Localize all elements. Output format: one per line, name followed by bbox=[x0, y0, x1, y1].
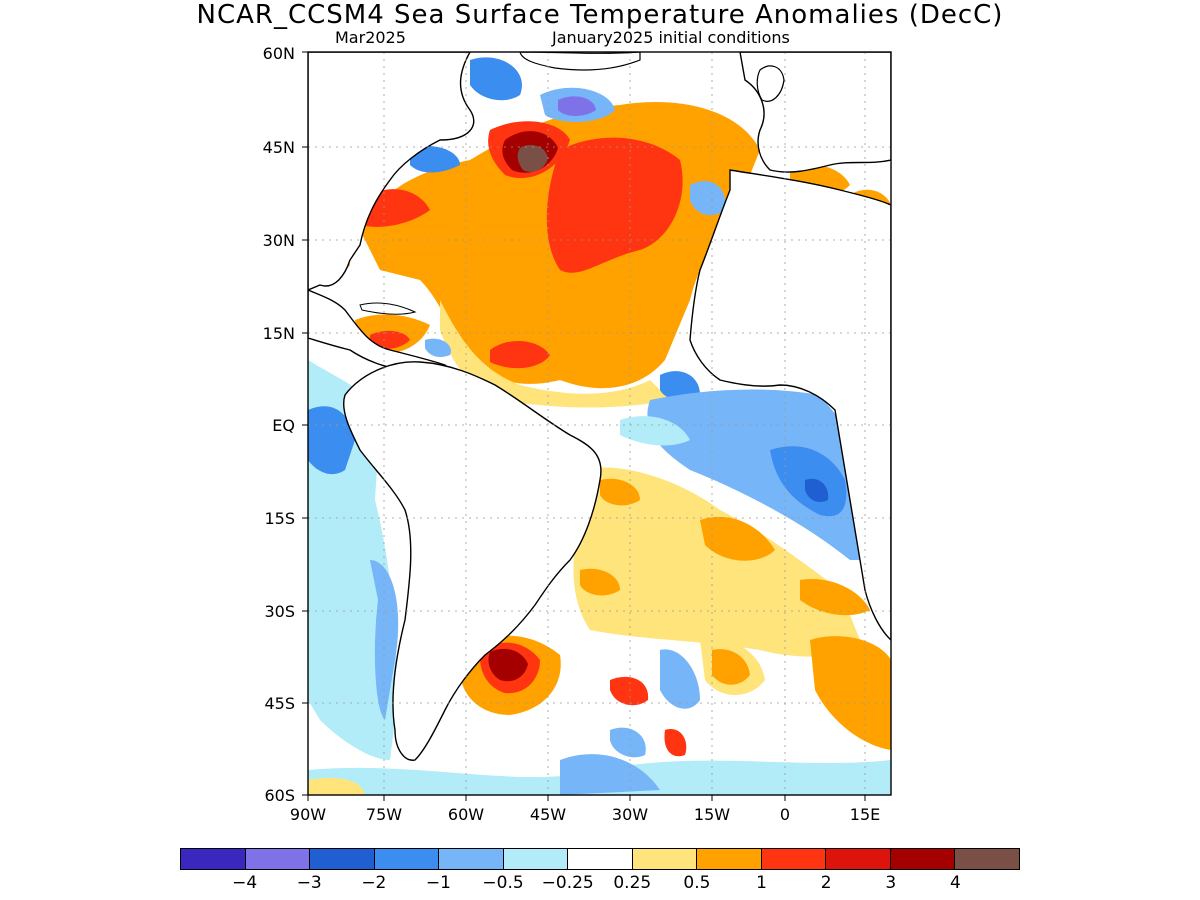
sa-warm-ring bbox=[712, 649, 750, 685]
gulf-of-guinea-cool bbox=[647, 389, 870, 560]
north-atlantic-red-1 bbox=[546, 137, 683, 273]
caribbean-cool bbox=[425, 338, 451, 358]
lat-label-60s: 60S bbox=[264, 786, 295, 805]
north-atlantic-hotspot bbox=[517, 145, 548, 172]
canary-cool bbox=[660, 371, 700, 401]
colorbar-swatch bbox=[632, 849, 698, 869]
caribbean-red bbox=[370, 330, 410, 350]
gridlines bbox=[308, 52, 891, 795]
south-atlantic-warm-3 bbox=[800, 579, 870, 616]
sa-red-spot-1 bbox=[610, 676, 649, 706]
southern-ocean-cool-2 bbox=[560, 754, 660, 795]
colorbar-label: 4 bbox=[949, 873, 961, 893]
lat-label-45n: 45N bbox=[262, 138, 295, 157]
lat-label-30n: 30N bbox=[262, 231, 295, 250]
north-atlantic-lightwarm bbox=[440, 300, 670, 408]
southwest-atlantic-hotspot bbox=[488, 648, 528, 682]
angola-coast-cool-2 bbox=[805, 478, 829, 502]
sa-red-spot-2 bbox=[664, 729, 687, 757]
colorbar-label: −3 bbox=[296, 873, 322, 893]
lon-label-0: 0 bbox=[779, 805, 791, 824]
tick-marks bbox=[302, 51, 866, 801]
south-atlantic-warm-4 bbox=[580, 568, 620, 596]
colorbar-swatch bbox=[439, 849, 504, 869]
colorbar-label: −2 bbox=[361, 873, 387, 893]
colorbar-swatch bbox=[310, 849, 375, 869]
pacific-coast-cool-2 bbox=[308, 406, 355, 475]
sa-warm-east bbox=[810, 636, 891, 750]
colorbar-label: 2 bbox=[820, 873, 832, 893]
south-atlantic-lightwarm bbox=[573, 467, 860, 657]
irminger-cool-2 bbox=[558, 96, 596, 116]
labrador-cool bbox=[470, 57, 522, 101]
north-america-land bbox=[308, 52, 475, 291]
lat-label-60n: 60N bbox=[262, 44, 295, 63]
colorbar-swatch bbox=[568, 849, 633, 869]
map-field bbox=[308, 52, 891, 795]
azores-cool bbox=[690, 181, 726, 216]
colorbar-swatch bbox=[245, 849, 311, 869]
lon-label-75w: 75W bbox=[365, 805, 403, 824]
colorbar-label: 0.25 bbox=[613, 873, 652, 893]
colorbar-swatch bbox=[374, 849, 440, 869]
initial-conditions: January2025 initial conditions bbox=[552, 28, 790, 47]
colorbar-swatch bbox=[890, 849, 956, 869]
gulf-stream-cool bbox=[410, 145, 460, 173]
sa-cool-1 bbox=[660, 649, 700, 709]
forecast-month: Mar2025 bbox=[335, 28, 406, 47]
lon-label-15e: 15E bbox=[849, 805, 881, 824]
colorbar-label: −0.25 bbox=[541, 873, 594, 893]
colorbar-swatch bbox=[826, 849, 891, 869]
lat-label-eq: EQ bbox=[272, 416, 295, 435]
southern-ocean-warm bbox=[308, 777, 365, 795]
north-atlantic-red-3 bbox=[490, 340, 550, 369]
colorbar-swatch bbox=[761, 849, 827, 869]
equatorial-light-cool bbox=[620, 416, 690, 446]
lat-label-30s: 30S bbox=[264, 602, 295, 621]
colorbar-swatch bbox=[955, 849, 1019, 869]
africa-land bbox=[689, 169, 891, 641]
colorbar-label: 0.5 bbox=[683, 873, 711, 893]
colorbar-label: 3 bbox=[885, 873, 897, 893]
lon-label-90w: 90W bbox=[289, 805, 327, 824]
lat-label-45s: 45S bbox=[264, 694, 295, 713]
lon-label-45w: 45W bbox=[529, 805, 567, 824]
colorbar-swatch bbox=[697, 849, 762, 869]
lon-label-15w: 15W bbox=[693, 805, 731, 824]
lat-label-15n: 15N bbox=[262, 324, 295, 343]
map-frame bbox=[307, 51, 892, 796]
lon-label-30w: 30W bbox=[611, 805, 649, 824]
south-atlantic-warm-2 bbox=[600, 478, 640, 506]
british-isles-land bbox=[756, 65, 785, 102]
colorbar-swatch bbox=[503, 849, 569, 869]
colorbar-label: −1 bbox=[425, 873, 451, 893]
lon-label-60w: 60W bbox=[447, 805, 485, 824]
south-america-land bbox=[343, 361, 602, 761]
greenland-land bbox=[519, 52, 641, 71]
colorbar bbox=[180, 848, 1020, 870]
sa-cool-2 bbox=[610, 727, 646, 758]
colorbar-label: 1 bbox=[756, 873, 767, 893]
south-atlantic-warm-1 bbox=[700, 516, 775, 561]
colorbar-label: −0.5 bbox=[482, 873, 524, 893]
colorbar-label: −4 bbox=[232, 873, 258, 893]
cuba-land bbox=[359, 302, 417, 315]
map-title: NCAR_CCSM4 Sea Surface Temperature Anoma… bbox=[196, 0, 1004, 30]
colorbar-swatch bbox=[181, 849, 246, 869]
lat-label-15s: 15S bbox=[264, 509, 295, 528]
